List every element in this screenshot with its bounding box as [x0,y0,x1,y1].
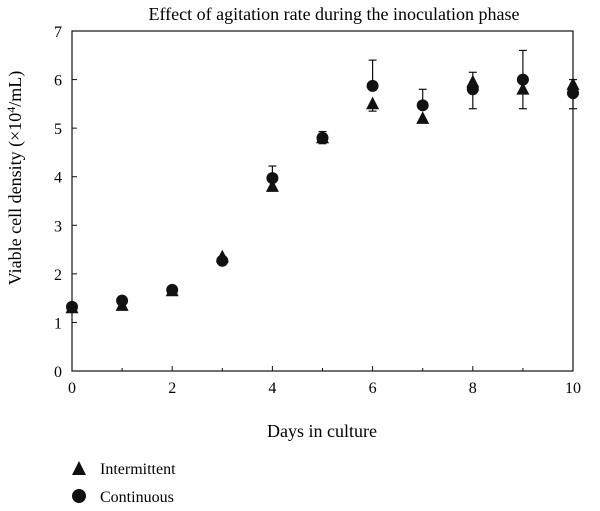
y-tick-label: 7 [54,24,62,41]
y-tick-label: 4 [54,170,62,187]
x-tick-label: 6 [369,380,377,397]
x-tick-label: 8 [469,380,477,397]
data-point-circle [567,87,579,100]
data-point-circle [366,79,379,92]
data-point-circle [266,172,279,185]
data-point-circle [316,131,329,144]
y-tick-label: 0 [54,364,62,381]
series-intermittent [65,71,580,314]
plot-frame [71,30,574,372]
x-axis-label: Days in culture [267,421,377,441]
plot-area [71,30,574,372]
y-axis-label-exponent: 4 [4,107,18,113]
data-point-circle [466,83,479,96]
data-point-circle [66,300,78,313]
y-tick-label: 3 [54,218,62,235]
data-point-triangle [366,96,380,110]
y-axis: 0 1 2 3 4 5 6 7 [54,24,77,381]
y-tick-label: 6 [54,73,62,90]
y-tick-label: 2 [54,267,62,284]
y-tick-label: 5 [54,121,62,138]
data-point-triangle [416,111,430,124]
data-point-triangle [566,77,580,90]
x-tick-label: 0 [68,380,76,397]
data-point-circle [516,73,529,86]
x-axis: 0 2 4 6 8 10 [68,366,581,397]
x-tick-label: 10 [565,380,581,397]
data-point-circle [216,254,229,267]
x-tick-label: 4 [268,380,276,397]
data-point-circle [116,294,129,307]
legend: Intermittent Continuous [72,461,176,506]
data-point-circle [416,99,429,112]
legend-label-intermittent: Intermittent [100,461,176,478]
chart-title: Effect of agitation rate during the inoc… [148,4,519,24]
series-continuous [66,49,579,313]
legend-triangle-marker [72,461,86,475]
y-axis-label: Viable cell density (×104/mL) [4,71,26,286]
y-tick-label: 1 [54,315,62,332]
legend-circle-marker [72,489,86,503]
x-tick-label: 2 [168,380,176,397]
y-axis-label-main: Viable cell density (×10 [5,113,26,286]
data-point-triangle [265,179,279,192]
legend-label-continuous: Continuous [100,489,174,506]
data-point-circle [166,283,179,296]
y-axis-label-unit: /mL) [5,71,26,107]
data-marks [65,49,580,314]
